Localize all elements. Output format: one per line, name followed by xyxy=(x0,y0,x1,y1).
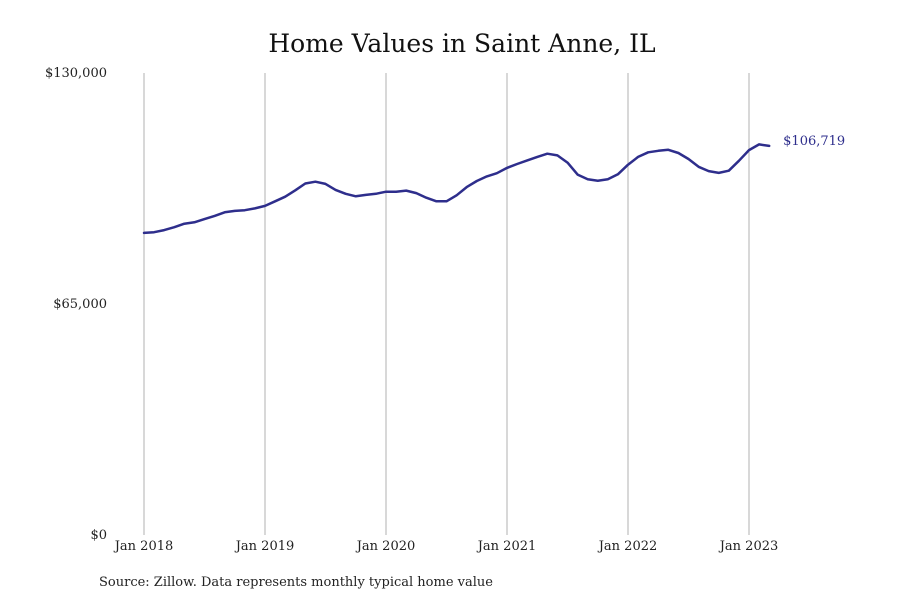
x-tick-label: Jan 2020 xyxy=(355,539,416,554)
x-tick-label: Jan 2018 xyxy=(113,539,174,554)
x-axis: Jan 2018 Jan 2019 Jan 2020 Jan 2021 Jan 2022… xyxy=(113,539,779,554)
y-tick-label: $0 xyxy=(90,528,107,543)
y-tick-label: $65,000 xyxy=(53,297,107,312)
series-end-label: $106,719 xyxy=(783,134,845,149)
gridlines xyxy=(143,73,750,535)
source-note: Source: Zillow. Data represents monthly … xyxy=(99,575,493,590)
y-tick-label: $130,000 xyxy=(45,66,107,81)
y-axis: $0 $65,000 $130,000 xyxy=(45,66,107,543)
x-tick-label: Jan 2021 xyxy=(476,539,537,554)
x-tick-label: Jan 2019 xyxy=(234,539,295,554)
series-line xyxy=(142,143,771,235)
x-tick-label: Jan 2022 xyxy=(597,539,658,554)
x-tick-label: Jan 2023 xyxy=(718,539,779,554)
chart-title: Home Values in Saint Anne, IL xyxy=(268,29,655,58)
series-layer: $106,719 xyxy=(142,134,845,235)
